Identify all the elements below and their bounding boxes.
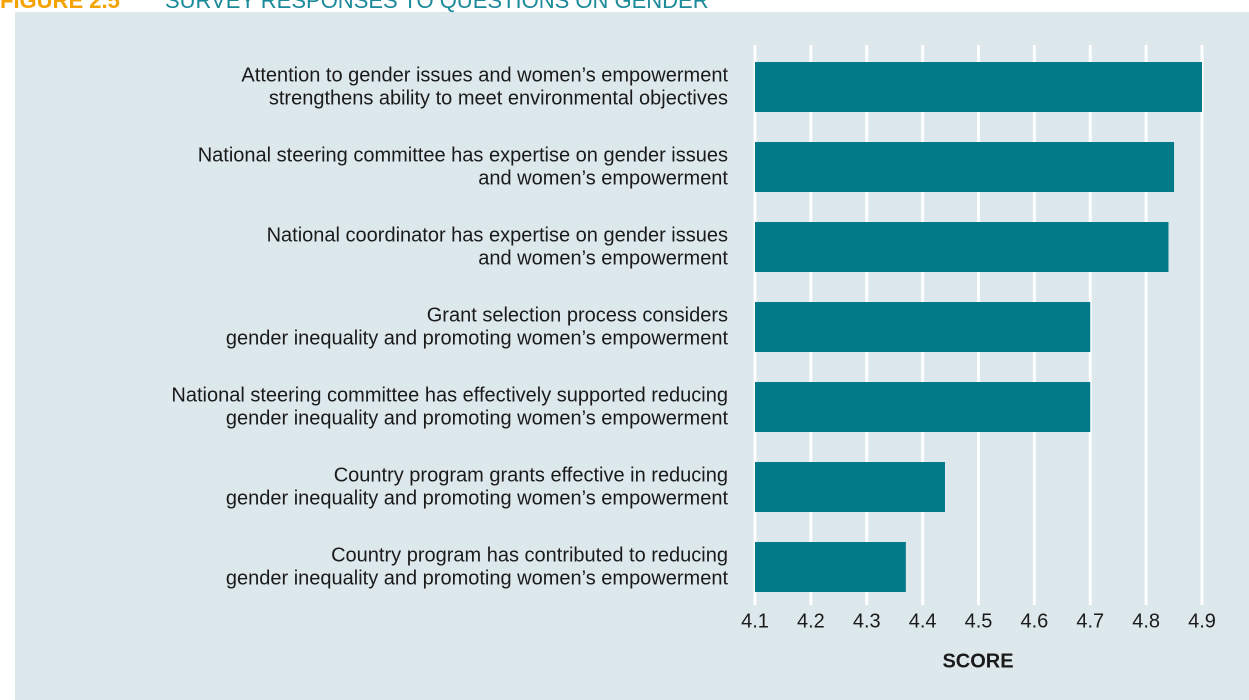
y-tick-label: National steering committee has expertis… bbox=[198, 144, 728, 166]
bar bbox=[755, 62, 1202, 112]
chart-background bbox=[15, 12, 1249, 700]
x-tick-label: 4.2 bbox=[797, 610, 825, 632]
bar bbox=[755, 142, 1175, 192]
chart-title: SURVEY RESPONSES TO QUESTIONS ON GENDER bbox=[165, 0, 709, 13]
y-tick-label: and women’s empowerment bbox=[478, 247, 728, 269]
bar bbox=[755, 382, 1091, 432]
y-tick-label: Country program has contributed to reduc… bbox=[331, 544, 728, 566]
y-tick-label: gender inequality and promoting women’s … bbox=[226, 487, 729, 509]
figure-label: FIGURE 2.5 bbox=[0, 0, 120, 13]
y-tick-label: National coordinator has expertise on ge… bbox=[267, 224, 728, 246]
x-tick-label: 4.1 bbox=[741, 610, 769, 632]
y-tick-label: and women’s empowerment bbox=[478, 167, 728, 189]
x-tick-label: 4.7 bbox=[1076, 610, 1104, 632]
x-tick-label: 4.6 bbox=[1020, 610, 1048, 632]
x-tick-label: 4.9 bbox=[1188, 610, 1216, 632]
x-tick-label: 4.3 bbox=[853, 610, 881, 632]
bar bbox=[755, 542, 906, 592]
y-tick-label: Country program grants effective in redu… bbox=[334, 464, 728, 486]
bar bbox=[755, 222, 1169, 272]
bar bbox=[755, 462, 945, 512]
bar bbox=[755, 302, 1091, 352]
x-axis-label: SCORE bbox=[942, 650, 1013, 672]
x-tick-label: 4.5 bbox=[965, 610, 993, 632]
y-tick-label: Grant selection process considers bbox=[427, 304, 728, 326]
y-tick-label: Attention to gender issues and women’s e… bbox=[241, 64, 728, 86]
y-tick-label: gender inequality and promoting women’s … bbox=[226, 567, 729, 589]
x-tick-label: 4.4 bbox=[909, 610, 937, 632]
y-tick-label: gender inequality and promoting women’s … bbox=[226, 407, 729, 429]
y-tick-label: gender inequality and promoting women’s … bbox=[226, 327, 729, 349]
y-tick-label: National steering committee has effectiv… bbox=[171, 384, 728, 406]
y-tick-label: strengthens ability to meet environmenta… bbox=[269, 87, 728, 109]
x-tick-label: 4.8 bbox=[1132, 610, 1160, 632]
